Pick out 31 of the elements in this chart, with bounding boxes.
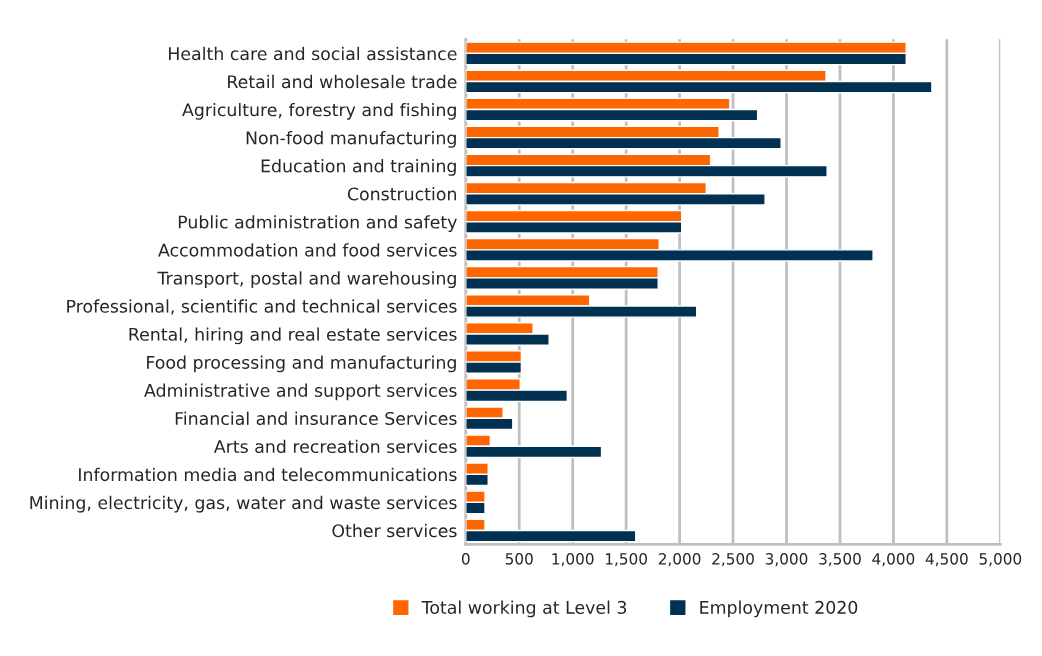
y-tick-label: Rental, hiring and real estate services (129, 327, 457, 345)
x-tick-label: 3,000 (765, 553, 808, 567)
y-tick-label: Transport, postal and warehousing (157, 271, 456, 289)
y-tick-label: Financial and insurance Services (175, 411, 457, 426)
x-tick-label: 2,000 (658, 553, 701, 567)
legend-label: Total working at Level 3 (421, 600, 627, 618)
x-tick-label: 0 (461, 553, 470, 565)
y-tick-label: Arts and recreation services (213, 439, 457, 454)
x-tick-label: 1,000 (552, 553, 594, 567)
x-tick-label: 4,500 (925, 553, 968, 567)
x-tick-label: 2,500 (712, 553, 754, 567)
y-tick-label: Non-food manufacturing (246, 130, 456, 148)
x-tick-label: 5,000 (979, 553, 1022, 567)
y-tick-label: Public administration and safety (178, 215, 457, 232)
x-tick-label: 500 (505, 553, 533, 565)
y-tick-label: Construction (347, 187, 456, 201)
x-tick-label: 4,000 (872, 553, 915, 567)
y-tick-label: Administrative and support services (144, 383, 457, 401)
y-tick-label: Mining, electricity, gas, water and waste services (30, 495, 457, 513)
y-tick-label: Accommodation and food services (158, 243, 457, 257)
y-tick-label: Health care and social assistance (169, 46, 457, 61)
y-tick-label: Professional, scientific and technical services (67, 299, 457, 315)
y-tick-label: Other services (332, 523, 457, 538)
y-tick-label: Retail and wholesale trade (228, 74, 457, 89)
y-tick-label: Agriculture, forestry and fishing (182, 102, 456, 120)
y-tick-label: Information media and telecommunications (79, 467, 457, 482)
x-tick-label: 3,500 (819, 553, 861, 567)
x-tick-label: 1,500 (605, 553, 647, 567)
y-tick-label: Education and training (261, 159, 456, 176)
y-tick-label: Food processing and manufacturing (147, 355, 456, 373)
legend-label: Employment 2020 (700, 600, 858, 618)
